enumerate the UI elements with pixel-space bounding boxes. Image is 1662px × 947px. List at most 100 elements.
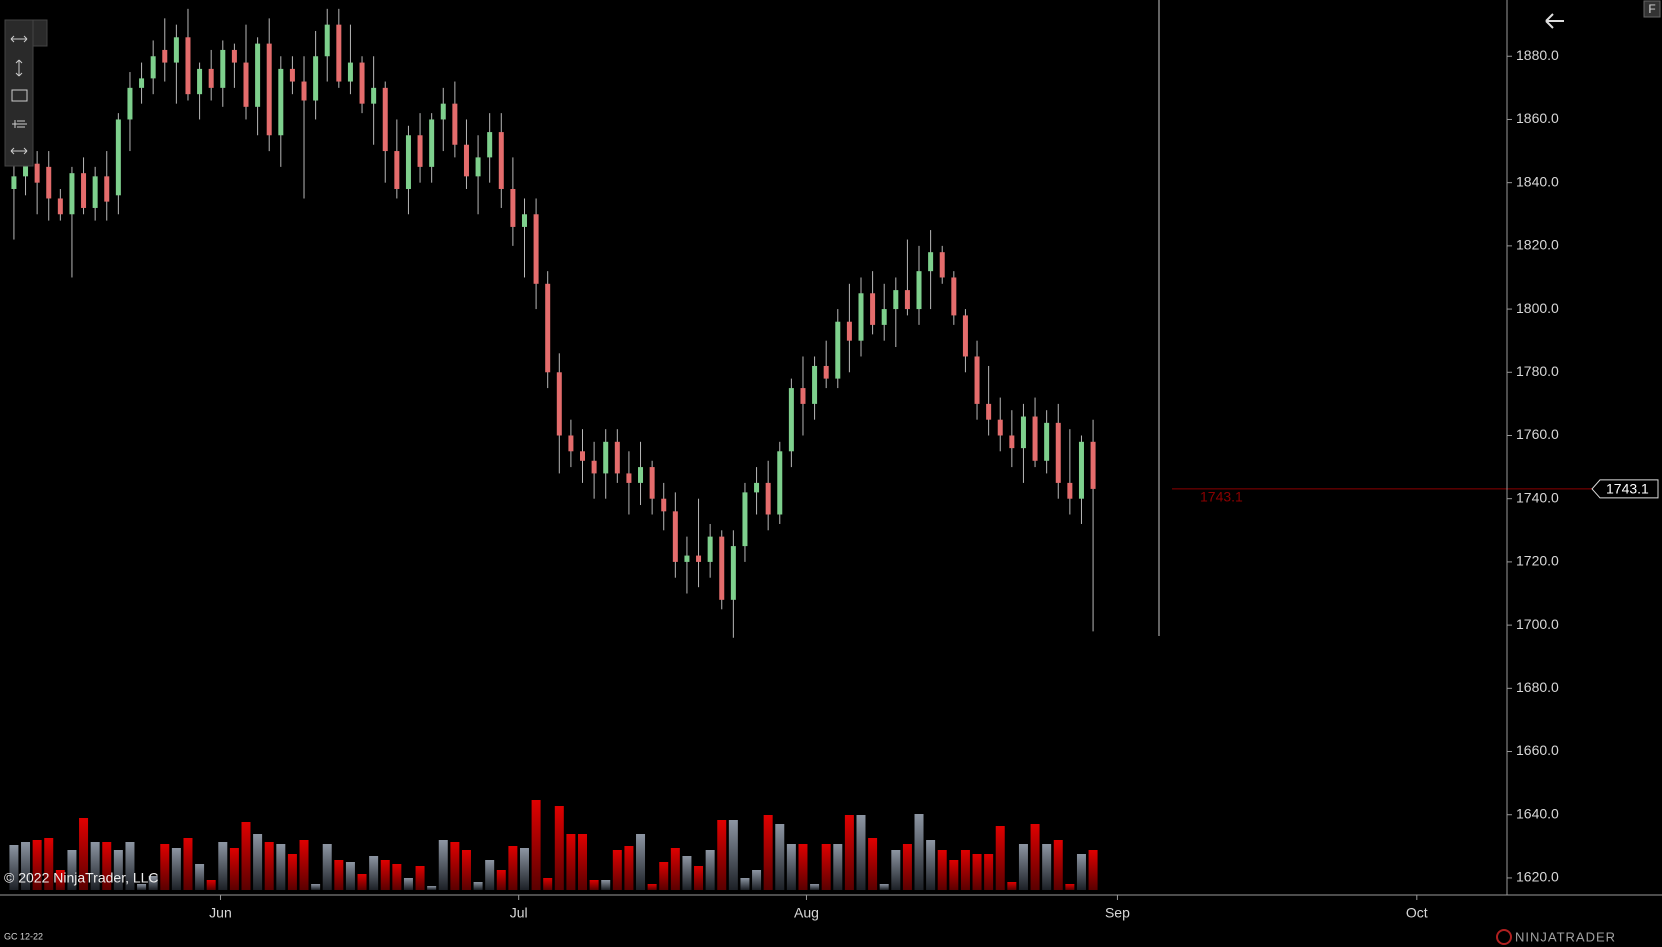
candle-body <box>81 173 87 208</box>
volume-bar <box>752 870 762 890</box>
volume-bar <box>1076 854 1086 890</box>
volume-bar <box>1053 840 1063 890</box>
tool-fib[interactable] <box>12 120 27 128</box>
volume-bar <box>113 850 123 890</box>
candle-body <box>440 103 446 120</box>
candle-body <box>452 103 458 145</box>
toolbar-panel <box>4 19 34 167</box>
volume-bar <box>972 854 982 890</box>
candle-body <box>371 87 377 104</box>
candle-body <box>1055 422 1061 483</box>
volume-bar <box>485 860 495 890</box>
volume-bar <box>171 848 181 890</box>
candle-body <box>742 492 748 547</box>
tool-vertical[interactable] <box>15 59 23 77</box>
candle-body <box>498 132 504 189</box>
volume-bar <box>276 844 286 890</box>
candle-body <box>57 198 63 215</box>
volume-bar <box>195 864 205 890</box>
candle-body <box>986 403 992 420</box>
candle-body <box>69 173 75 215</box>
volume-bar <box>798 844 808 890</box>
tool-ruler[interactable] <box>10 35 28 43</box>
candle-body <box>301 81 307 101</box>
volume-bar <box>137 884 147 890</box>
y-tick-label: 1860.0 <box>1516 110 1559 126</box>
candle-body <box>788 388 794 452</box>
volume-bar <box>670 848 680 890</box>
volume-bar <box>229 848 239 890</box>
volume-bar <box>1065 884 1075 890</box>
volume-bar <box>102 842 112 890</box>
volume-bar <box>601 880 611 890</box>
candle-body <box>812 365 818 404</box>
volume-bar <box>612 850 622 890</box>
volume-bar <box>1030 824 1040 890</box>
candle-body <box>893 290 899 310</box>
candle-body <box>324 24 330 57</box>
candle-body <box>823 365 829 379</box>
y-tick-label: 1640.0 <box>1516 805 1559 821</box>
volume-bar <box>984 854 994 890</box>
volume-bar <box>740 878 750 890</box>
x-tick-label: Jun <box>209 905 232 921</box>
corner-button[interactable] <box>1643 0 1661 18</box>
volume-bar <box>1018 844 1028 890</box>
volume-bar <box>902 844 912 890</box>
y-tick-label: 1880.0 <box>1516 47 1559 63</box>
candle-body <box>463 144 469 177</box>
candle-body <box>707 536 713 562</box>
candle-body <box>487 132 493 158</box>
volume-bar <box>647 884 657 890</box>
candle-body <box>881 309 887 325</box>
copyright: © 2022 NinjaTrader, LLC <box>4 870 159 886</box>
candle-body <box>417 135 423 167</box>
candle-body <box>939 252 945 278</box>
volume-bar <box>287 854 297 890</box>
candle-body <box>359 62 365 104</box>
candle-body <box>928 252 934 272</box>
candle-body <box>591 460 597 474</box>
back-arrow[interactable] <box>1545 13 1564 29</box>
candle-body <box>336 24 342 82</box>
candle-body <box>243 62 249 107</box>
candle-body <box>173 37 179 63</box>
volume-bar <box>705 850 715 890</box>
candle-body <box>1020 416 1026 449</box>
volume-bar <box>891 850 901 890</box>
candle-body <box>846 321 852 341</box>
volume-bar <box>833 844 843 890</box>
volume-bar <box>32 840 42 890</box>
volume-bar <box>856 815 866 890</box>
volume-bar <box>473 882 483 890</box>
y-tick-label: 1620.0 <box>1516 869 1559 885</box>
volume-bar <box>949 860 959 890</box>
candle-body <box>1009 435 1015 449</box>
y-tick-label: 1760.0 <box>1516 426 1559 442</box>
candle-body <box>185 37 191 95</box>
y-tick-label: 1700.0 <box>1516 616 1559 632</box>
volume-bar <box>241 822 251 890</box>
candle-body <box>405 135 411 189</box>
volume-bar <box>369 856 379 890</box>
candle-body <box>962 315 968 357</box>
volume-bar <box>380 860 390 890</box>
volume-bar <box>554 806 564 890</box>
brand: NINJATRADER <box>1515 929 1616 944</box>
tool-measure[interactable] <box>10 147 28 155</box>
candle-body <box>1078 441 1084 499</box>
candle-body <box>672 511 678 562</box>
brand-logo <box>1496 929 1512 945</box>
candle-body <box>382 87 388 152</box>
tool-rectangle[interactable] <box>11 89 28 102</box>
candle-body <box>997 419 1003 436</box>
y-tick-label: 1800.0 <box>1516 300 1559 316</box>
toolbar-grip[interactable] <box>32 19 48 47</box>
volume-bar <box>1042 844 1052 890</box>
y-tick-label: 1780.0 <box>1516 363 1559 379</box>
volume-bar <box>531 800 541 890</box>
candle-body <box>162 49 168 63</box>
candle-body <box>139 78 145 88</box>
candle-body <box>661 498 667 512</box>
y-tick-label: 1720.0 <box>1516 553 1559 569</box>
